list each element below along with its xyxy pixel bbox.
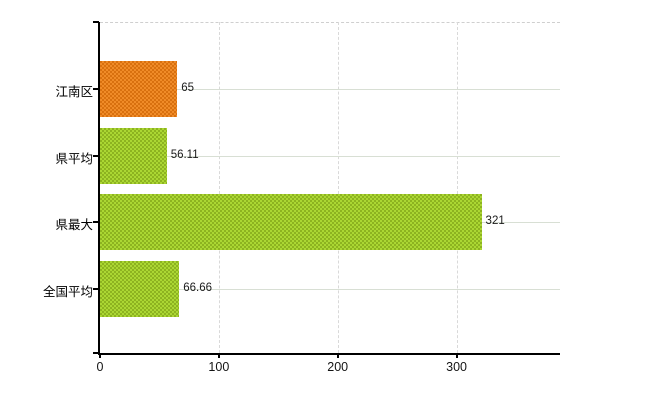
category-label: 県最大 (55, 218, 93, 232)
x-tick-label: 200 (327, 360, 349, 374)
y-axis-tick (93, 88, 99, 90)
bar-value-label: 65 (181, 82, 195, 94)
category-label: 全国平均 (42, 284, 93, 299)
bar-value-label: 321 (485, 215, 505, 227)
x-axis-tick (455, 353, 458, 358)
x-tick-label: 0 (96, 360, 104, 374)
category-gridline (100, 155, 560, 157)
bar-value-label: 66.66 (183, 281, 212, 294)
x-tick-label: 300 (446, 360, 467, 374)
category-gridline (100, 89, 560, 90)
y-axis-tick (93, 352, 99, 354)
x-axis-line (98, 353, 560, 355)
y-axis-line (98, 22, 100, 355)
y-axis-tick (93, 221, 99, 223)
bar-全国平均 (100, 260, 180, 317)
category-label: 江南区 (55, 85, 93, 99)
y-axis-tick (93, 287, 99, 290)
category-gridline (100, 288, 560, 290)
bar-value-label: 56.11 (170, 148, 199, 161)
bar-県最大 (100, 194, 482, 250)
category-label: 県平均 (55, 151, 93, 166)
x-gridline (337, 22, 339, 353)
x-gridline (456, 22, 458, 353)
bar-県平均 (100, 127, 167, 184)
x-axis-tick (336, 353, 339, 358)
plot-area: 65 56.11 321 66.66 (93, 21, 560, 358)
bar-江南区 (100, 61, 178, 117)
x-tick-label: 100 (208, 360, 230, 374)
x-gridline (218, 22, 220, 353)
x-axis-tick (217, 353, 220, 358)
y-axis-tick (93, 21, 99, 23)
y-axis-tick (93, 154, 99, 157)
x-axis-tick (99, 353, 101, 358)
plot-top-border (100, 22, 560, 23)
